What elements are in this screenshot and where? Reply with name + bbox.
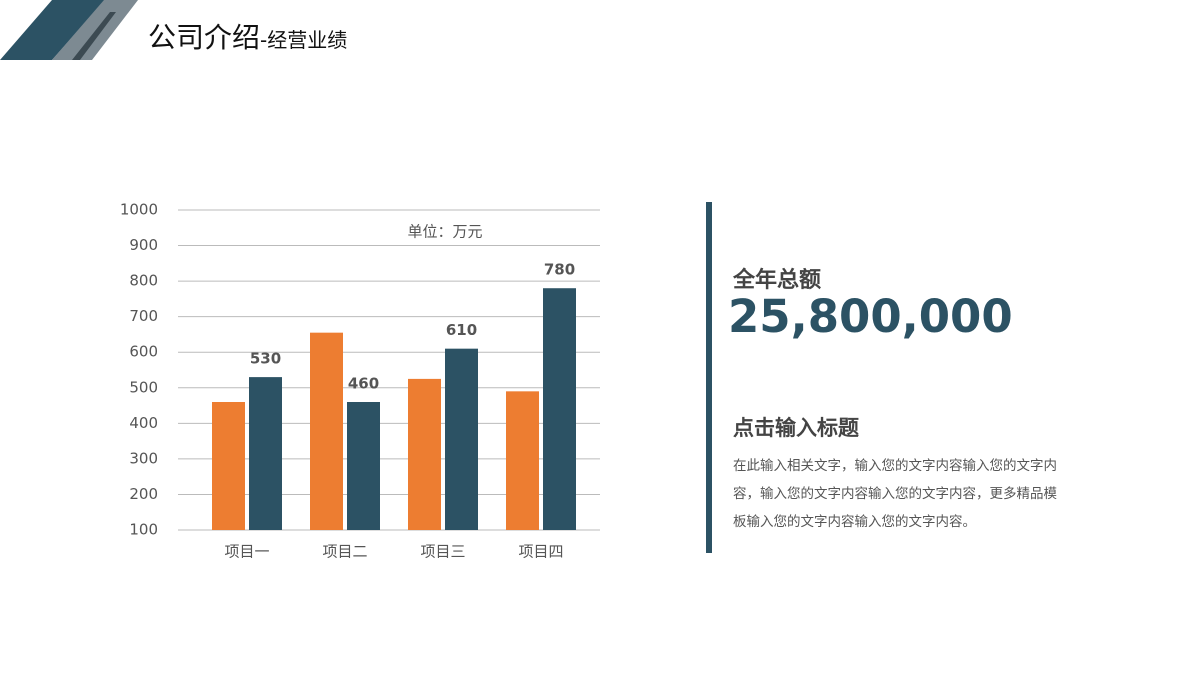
value-label: 460	[348, 375, 379, 393]
bar	[249, 377, 282, 530]
x-tick-label: 项目四	[518, 543, 563, 561]
y-tick-label: 300	[129, 449, 158, 467]
page-title: 公司介绍	[148, 21, 261, 54]
bar	[347, 402, 380, 530]
y-tick-label: 600	[129, 343, 158, 361]
y-tick-label: 200	[129, 485, 158, 503]
x-tick-label: 项目二	[322, 543, 367, 561]
text-body: 在此输入相关文字，输入您的文字内容输入您的文字内容，输入您的文字内容输入您的文字…	[733, 458, 1057, 530]
stripe-detail	[72, 12, 116, 60]
bar	[506, 391, 539, 530]
y-tick-label: 700	[129, 307, 158, 325]
header-decoration	[0, 0, 138, 60]
y-tick-label: 900	[129, 236, 158, 254]
bar	[212, 402, 245, 530]
divider	[706, 202, 712, 553]
page-subtitle: -经营业绩	[260, 28, 348, 52]
y-tick-label: 400	[129, 414, 158, 432]
value-label: 530	[250, 350, 281, 368]
unit-annotation: 单位：万元	[407, 223, 482, 241]
y-tick-label: 100	[129, 521, 158, 539]
total-value: 25,800,000	[728, 290, 1013, 343]
value-label: 610	[446, 321, 477, 339]
stripe-image	[52, 0, 138, 60]
y-tick-label: 500	[129, 378, 158, 396]
bar	[543, 288, 576, 530]
y-tick-label: 800	[129, 272, 158, 290]
bar	[445, 348, 478, 530]
text-heading: 点击输入标题	[733, 416, 859, 440]
total-label: 全年总额	[733, 268, 822, 293]
header: 公司介绍-经营业绩	[148, 16, 347, 56]
bar	[310, 332, 343, 530]
y-tick-label: 1000	[120, 201, 158, 219]
stripe	[0, 0, 105, 60]
x-tick-label: 项目三	[420, 543, 465, 561]
x-tick-label: 项目一	[224, 543, 269, 561]
bar	[408, 378, 441, 530]
value-label: 780	[544, 261, 575, 279]
